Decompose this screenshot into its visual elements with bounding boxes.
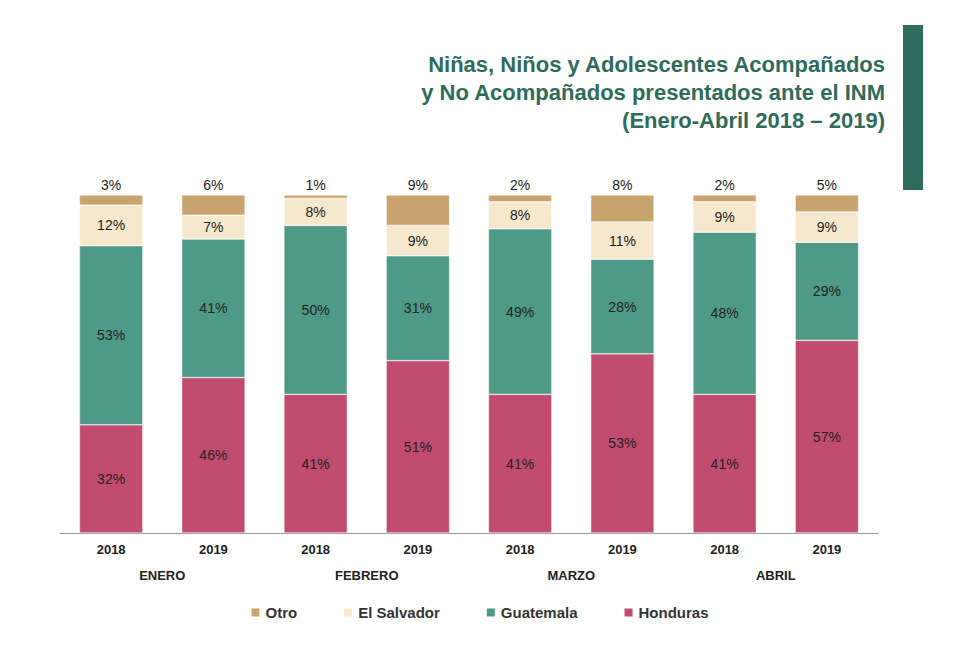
- svg-text:9%: 9%: [408, 177, 428, 193]
- svg-text:53%: 53%: [608, 435, 636, 451]
- svg-text:El Salvador: El Salvador: [358, 604, 440, 621]
- svg-text:9%: 9%: [408, 233, 428, 249]
- svg-text:31%: 31%: [404, 300, 432, 316]
- svg-text:Guatemala: Guatemala: [501, 604, 578, 621]
- svg-text:2018: 2018: [710, 542, 739, 557]
- svg-text:6%: 6%: [203, 177, 223, 193]
- svg-text:51%: 51%: [404, 439, 432, 455]
- svg-text:FEBRERO: FEBRERO: [335, 568, 399, 583]
- svg-text:41%: 41%: [199, 300, 227, 316]
- svg-text:5%: 5%: [817, 177, 837, 193]
- svg-text:9%: 9%: [817, 219, 837, 235]
- svg-text:ENERO: ENERO: [139, 568, 185, 583]
- svg-text:2019: 2019: [812, 542, 841, 557]
- svg-text:29%: 29%: [813, 283, 841, 299]
- svg-text:53%: 53%: [97, 327, 125, 343]
- svg-text:ABRIL: ABRIL: [756, 568, 796, 583]
- svg-text:8%: 8%: [612, 177, 632, 193]
- svg-text:7%: 7%: [203, 219, 223, 235]
- svg-text:48%: 48%: [711, 305, 739, 321]
- svg-text:8%: 8%: [510, 207, 530, 223]
- svg-text:1%: 1%: [306, 177, 326, 193]
- svg-text:50%: 50%: [302, 302, 330, 318]
- svg-text:Honduras: Honduras: [639, 604, 709, 621]
- svg-text:46%: 46%: [199, 447, 227, 463]
- svg-text:41%: 41%: [711, 456, 739, 472]
- svg-text:12%: 12%: [97, 217, 125, 233]
- svg-text:57%: 57%: [813, 429, 841, 445]
- svg-text:28%: 28%: [608, 299, 636, 315]
- svg-text:8%: 8%: [306, 204, 326, 220]
- svg-text:(Enero-Abril 2018 – 2019): (Enero-Abril 2018 – 2019): [622, 108, 885, 133]
- svg-text:9%: 9%: [715, 209, 735, 225]
- svg-text:11%: 11%: [609, 233, 636, 249]
- svg-text:MARZO: MARZO: [547, 568, 595, 583]
- svg-text:2019: 2019: [608, 542, 637, 557]
- svg-text:2%: 2%: [510, 177, 530, 193]
- svg-text:y No Acompañados presentados a: y No Acompañados presentados ante el INM: [421, 80, 885, 105]
- svg-text:Otro: Otro: [265, 604, 297, 621]
- svg-text:2019: 2019: [199, 542, 228, 557]
- svg-text:32%: 32%: [97, 471, 125, 487]
- svg-text:41%: 41%: [506, 456, 534, 472]
- svg-text:41%: 41%: [302, 456, 330, 472]
- svg-text:2019: 2019: [403, 542, 432, 557]
- svg-text:49%: 49%: [506, 304, 534, 320]
- svg-text:Niñas, Niños y Adolescentes Ac: Niñas, Niños y Adolescentes Acompañados: [428, 52, 885, 77]
- svg-text:2018: 2018: [506, 542, 535, 557]
- svg-text:3%: 3%: [101, 177, 121, 193]
- svg-text:2%: 2%: [715, 177, 735, 193]
- svg-text:2018: 2018: [301, 542, 330, 557]
- svg-text:2018: 2018: [97, 542, 126, 557]
